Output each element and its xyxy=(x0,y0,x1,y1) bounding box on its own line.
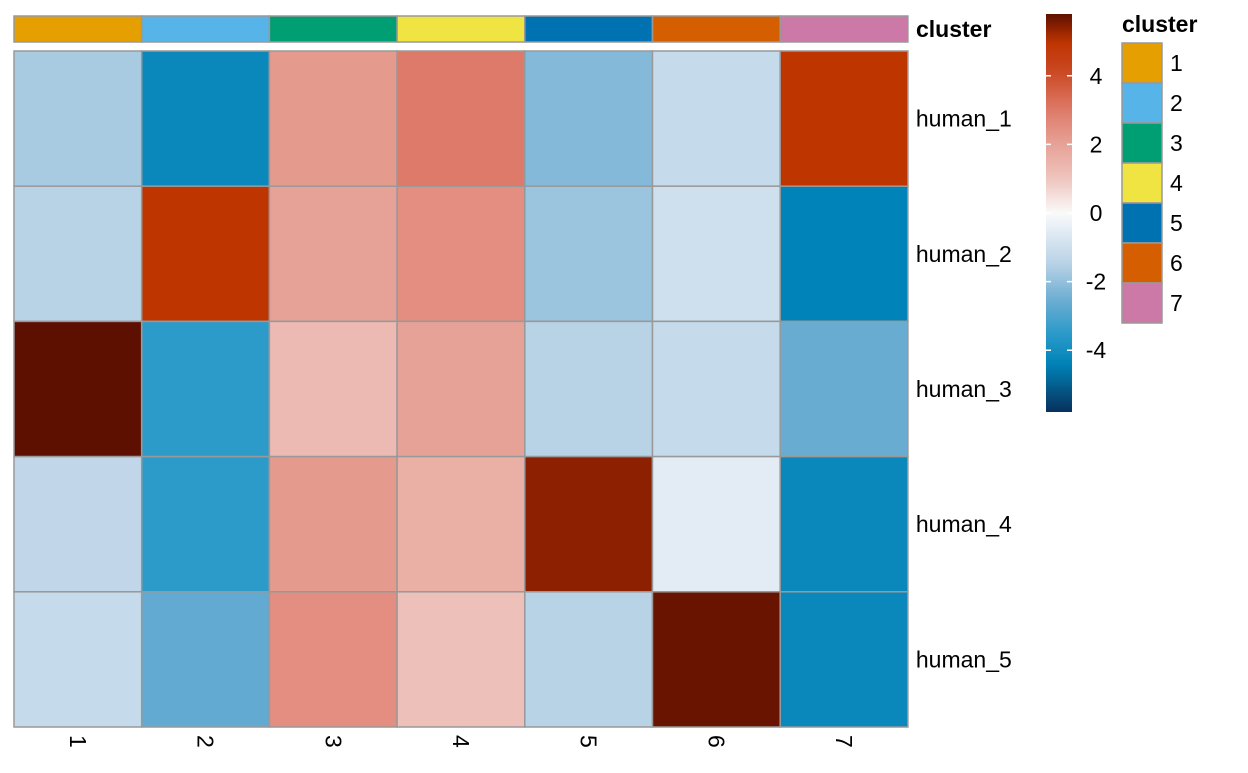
heatmap-cell-human_5-6 xyxy=(651,591,781,728)
legend-title: cluster xyxy=(1122,11,1197,37)
legend-label: 2 xyxy=(1170,90,1183,116)
heatmap-cell-human_1-2 xyxy=(140,50,271,187)
column-labels: 1 2 3 4 5 6 7 xyxy=(65,735,857,748)
heatmap-cell-human_2-1 xyxy=(13,185,143,323)
legend-swatch-4 xyxy=(1121,162,1163,204)
colorbar-tick-label: -4 xyxy=(1086,337,1107,363)
heatmap-cell-human_5-5 xyxy=(524,591,654,728)
column-label: 2 xyxy=(193,735,219,748)
heatmap-cell-human_2-5 xyxy=(524,185,654,323)
heatmap-cell-human_3-4 xyxy=(396,320,526,458)
heatmap-cell-human_5-4 xyxy=(396,591,526,728)
heatmap-cell-human_4-7 xyxy=(779,455,909,593)
heatmap-cell-human_5-3 xyxy=(268,591,398,728)
heatmap-cell-human_3-2 xyxy=(140,320,271,458)
annotation-cell-2 xyxy=(140,15,271,43)
legend-swatch-2 xyxy=(1121,82,1163,124)
heatmap-cell-human_1-5 xyxy=(524,50,654,187)
cluster-legend: cluster 1 2 3 4 5 6 7 xyxy=(1121,11,1197,324)
row-label: human_2 xyxy=(916,241,1012,267)
legend-label: 5 xyxy=(1170,210,1183,236)
legend-label: 1 xyxy=(1170,50,1183,76)
colorbar-tick-label: 2 xyxy=(1090,131,1103,157)
annotation-cell-1 xyxy=(13,15,143,43)
heatmap-cells xyxy=(13,50,909,728)
heatmap-cell-human_1-7 xyxy=(779,50,909,187)
annotation-cell-4 xyxy=(396,15,526,43)
heatmap-cell-human_4-4 xyxy=(396,455,526,593)
heatmap-cell-human_4-2 xyxy=(140,455,271,593)
heatmap-cell-human_2-3 xyxy=(268,185,398,323)
colorbar-tick-label: 4 xyxy=(1090,63,1103,89)
heatmap-cell-human_1-4 xyxy=(396,50,526,187)
legend-swatch-3 xyxy=(1121,122,1163,164)
column-label: 7 xyxy=(831,735,857,748)
heatmap-cell-human_3-5 xyxy=(524,320,654,458)
colorbar-tick-label: 0 xyxy=(1090,200,1103,226)
legend-swatch-7 xyxy=(1121,282,1163,324)
heatmap-cell-human_2-4 xyxy=(396,185,526,323)
colorbar-tick-label: -2 xyxy=(1086,269,1106,295)
heatmap-cell-human_4-1 xyxy=(13,455,143,593)
annotation-cell-7 xyxy=(779,15,909,43)
heatmap-cell-human_3-6 xyxy=(651,320,781,458)
row-label: human_5 xyxy=(916,646,1012,672)
heatmap-cell-human_4-6 xyxy=(651,455,781,593)
legend-label: 6 xyxy=(1170,250,1183,276)
cluster-annotation-bar xyxy=(13,15,909,43)
legend-swatch-6 xyxy=(1121,242,1163,284)
heatmap-cell-human_1-6 xyxy=(651,50,781,187)
column-label: 3 xyxy=(320,735,346,748)
heatmap-cell-human_2-6 xyxy=(651,185,781,323)
annotation-cell-6 xyxy=(651,15,781,43)
heatmap-cell-human_4-3 xyxy=(268,455,398,593)
column-label: 4 xyxy=(448,735,474,748)
colorbar: 4 2 0 -2 -4 xyxy=(1046,14,1106,412)
heatmap-cell-human_1-3 xyxy=(268,50,398,187)
column-label: 1 xyxy=(65,735,91,748)
legend-label: 7 xyxy=(1170,290,1183,316)
heatmap-cell-human_5-2 xyxy=(140,591,271,728)
annotation-cell-3 xyxy=(268,15,398,43)
legend-swatch-5 xyxy=(1121,202,1163,244)
annotation-title: cluster xyxy=(916,16,991,42)
column-label: 6 xyxy=(703,735,729,748)
heatmap-cell-human_1-1 xyxy=(13,50,143,187)
heatmap-cell-human_2-2 xyxy=(140,185,271,323)
legend-label: 3 xyxy=(1170,130,1183,156)
annotation-cell-5 xyxy=(524,15,654,43)
heatmap-cell-human_5-7 xyxy=(779,591,909,728)
row-label: human_3 xyxy=(916,376,1012,402)
heatmap-cell-human_5-1 xyxy=(13,591,143,728)
row-label: human_1 xyxy=(916,106,1012,132)
legend-label: 4 xyxy=(1170,170,1183,196)
column-label: 5 xyxy=(576,735,602,748)
heatmap-cell-human_4-5 xyxy=(524,455,654,593)
row-label: human_4 xyxy=(916,511,1012,537)
legend-swatch-1 xyxy=(1121,42,1163,84)
heatmap-cell-human_2-7 xyxy=(779,185,909,323)
heatmap-cell-human_3-7 xyxy=(779,320,909,458)
heatmap-cell-human_3-3 xyxy=(268,320,398,458)
heatmap-cell-human_3-1 xyxy=(13,320,143,458)
row-labels: human_1 human_2 human_3 human_4 human_5 xyxy=(916,106,1012,673)
